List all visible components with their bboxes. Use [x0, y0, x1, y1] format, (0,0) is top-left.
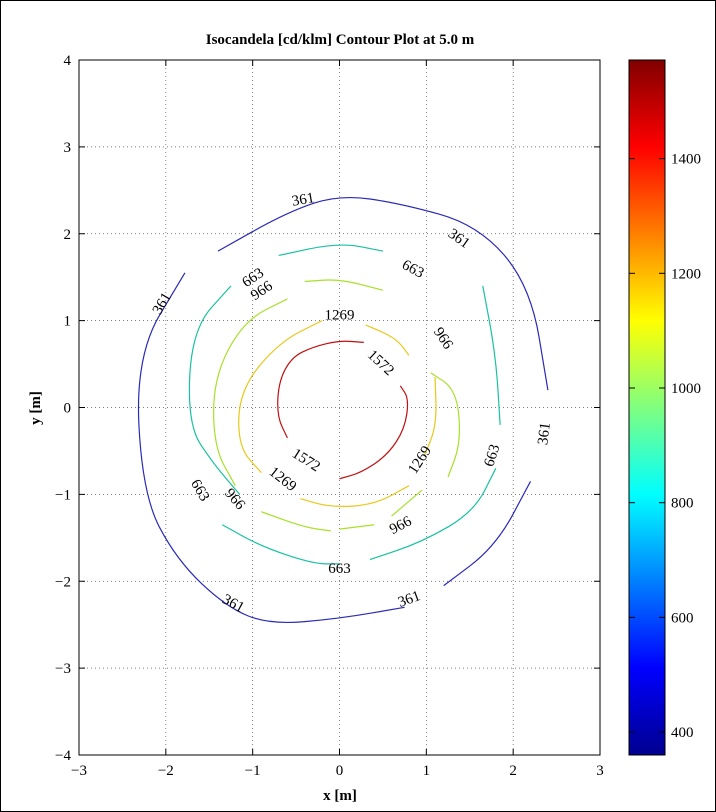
- colorbar-tick-label: 400: [671, 725, 694, 741]
- colorbar-tick-label: 1000: [671, 381, 701, 397]
- gridlines: [79, 60, 600, 755]
- contour-line-966: [339, 524, 375, 530]
- contour-label-361: 361: [396, 588, 423, 611]
- contour-line-966: [261, 511, 331, 532]
- y-tick-label: −2: [55, 574, 71, 590]
- contour-line-1269: [300, 485, 410, 508]
- colorbar-tick-label: 1400: [671, 152, 701, 168]
- contour-line-1572: [339, 385, 409, 480]
- x-tick-label: 0: [336, 763, 344, 779]
- contour-line-663: [369, 468, 497, 561]
- x-axis-label: x [m]: [323, 788, 357, 804]
- contour-label-361: 361: [535, 422, 554, 446]
- x-tick-label: −2: [158, 763, 174, 779]
- contour-line-1572: [277, 340, 364, 439]
- contour-line-966: [304, 279, 384, 291]
- colorbar-tick-label: 1200: [671, 266, 701, 282]
- contour-line-663: [188, 285, 241, 495]
- colorbar-tick-label: 600: [671, 610, 694, 626]
- y-tick-label: 3: [64, 140, 72, 156]
- contour-line-1269: [365, 324, 410, 356]
- x-ticks: −3 −2 −1 0 1 2 3: [71, 60, 604, 779]
- colorbar-frame: [628, 59, 666, 756]
- contour-label-1269: 1269: [325, 308, 355, 324]
- colorbar: 400 600 800 1000 1200 1400: [628, 59, 701, 756]
- y-tick-label: 1: [64, 314, 72, 330]
- x-tick-label: 1: [423, 763, 431, 779]
- colorbar-gradient: [629, 60, 665, 755]
- contour-line-361: [443, 481, 532, 587]
- contour-label-663: 663: [328, 561, 351, 577]
- contour-line-663: [221, 524, 340, 565]
- colorbar-ticks: 400 600 800 1000 1200 1400: [629, 152, 701, 741]
- x-tick-label: 3: [596, 763, 604, 779]
- contour-line-966: [430, 372, 461, 478]
- contour-lines: [137, 196, 549, 624]
- chart-title: Isocandela [cd/klm] Contour Plot at 5.0 …: [206, 32, 475, 48]
- y-axis-label: y [m]: [28, 391, 44, 425]
- y-tick-label: −4: [55, 748, 71, 764]
- y-tick-label: 0: [64, 401, 72, 417]
- y-tick-label: −3: [55, 661, 71, 677]
- contour-line-663: [482, 285, 501, 425]
- contour-line-966: [212, 298, 288, 486]
- y-tick-label: −1: [55, 487, 71, 503]
- y-tick-label: 2: [64, 227, 72, 243]
- contour-label-663: 663: [481, 442, 503, 468]
- contour-line-966: [391, 489, 423, 517]
- x-tick-label: 2: [509, 763, 517, 779]
- x-tick-label: −1: [245, 763, 261, 779]
- x-tick-label: −3: [71, 763, 87, 779]
- contour-line-361: [137, 272, 405, 624]
- y-ticks: −4 −3 −2 −1 0 1 2 3 4: [55, 53, 600, 764]
- contour-label-361: 361: [291, 190, 316, 210]
- y-tick-label: 4: [64, 53, 72, 69]
- contour-line-1269: [424, 377, 437, 456]
- contour-line-663: [278, 244, 384, 257]
- colorbar-tick-label: 800: [671, 496, 694, 512]
- contour-line-1269: [238, 320, 323, 474]
- contour-line-361: [217, 196, 549, 391]
